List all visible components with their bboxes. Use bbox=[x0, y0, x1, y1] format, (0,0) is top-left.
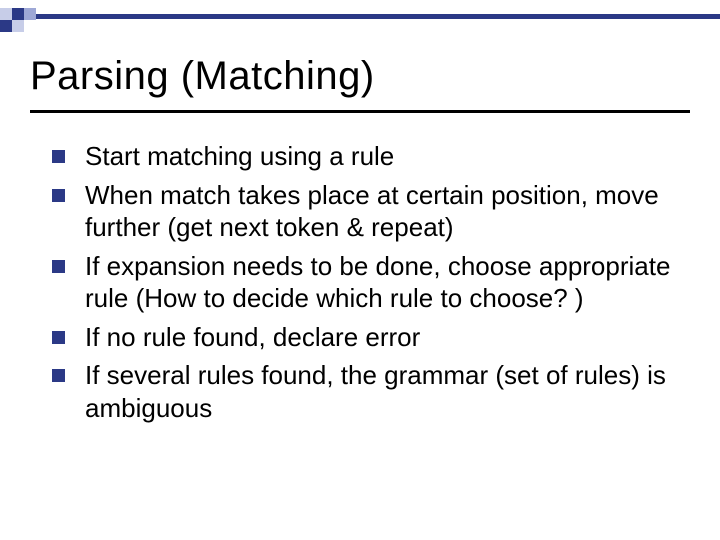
list-item-text: If no rule found, declare error bbox=[85, 321, 420, 354]
list-item: If several rules found, the grammar (set… bbox=[52, 359, 692, 424]
decor-bar bbox=[12, 20, 24, 32]
list-item-text: When match takes place at certain positi… bbox=[85, 179, 692, 244]
title-underline bbox=[30, 110, 690, 113]
bullet-icon bbox=[52, 260, 65, 273]
list-item: If expansion needs to be done, choose ap… bbox=[52, 250, 692, 315]
list-item-text: Start matching using a rule bbox=[85, 140, 394, 173]
list-item: If no rule found, declare error bbox=[52, 321, 692, 354]
bullet-icon bbox=[52, 369, 65, 382]
decor-bar bbox=[24, 8, 36, 20]
bullet-icon bbox=[52, 331, 65, 344]
bullet-icon bbox=[52, 189, 65, 202]
bullet-icon bbox=[52, 150, 65, 163]
decor-bar bbox=[12, 8, 24, 20]
top-decoration bbox=[0, 0, 720, 36]
title-area: Parsing (Matching) bbox=[30, 54, 375, 99]
slide: Parsing (Matching) Start matching using … bbox=[0, 0, 720, 540]
content-list: Start matching using a rule When match ta… bbox=[52, 140, 692, 430]
decor-bar bbox=[0, 20, 12, 32]
list-item: When match takes place at certain positi… bbox=[52, 179, 692, 244]
decor-bar bbox=[36, 14, 720, 19]
list-item: Start matching using a rule bbox=[52, 140, 692, 173]
list-item-text: If several rules found, the grammar (set… bbox=[85, 359, 692, 424]
slide-title: Parsing (Matching) bbox=[30, 54, 375, 99]
decor-bar bbox=[0, 8, 12, 20]
list-item-text: If expansion needs to be done, choose ap… bbox=[85, 250, 692, 315]
